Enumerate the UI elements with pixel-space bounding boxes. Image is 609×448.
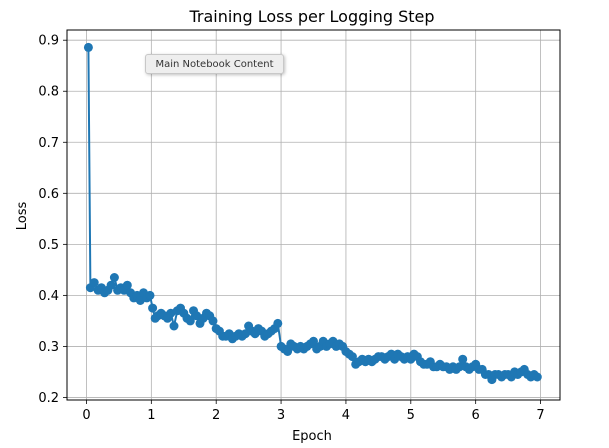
y-tick-label: 0.7 <box>38 136 59 151</box>
y-tick-label: 0.6 <box>38 187 59 202</box>
data-point <box>208 316 218 326</box>
x-tick-label: 1 <box>147 408 155 423</box>
notebook-tooltip: Main Notebook Content <box>145 54 284 74</box>
x-tick-label: 5 <box>407 408 415 423</box>
data-point <box>109 273 119 282</box>
y-tick-label: 0.3 <box>38 340 59 355</box>
data-point <box>458 354 468 364</box>
data-point <box>169 321 179 331</box>
series-group <box>83 42 542 385</box>
x-axis-label: Epoch <box>292 429 332 444</box>
data-point <box>148 303 158 313</box>
data-point <box>106 280 116 290</box>
y-tick-label: 0.5 <box>38 238 59 253</box>
y-tick-label: 0.2 <box>38 391 59 406</box>
y-tick-label: 0.9 <box>38 34 59 49</box>
data-point <box>145 290 155 300</box>
loss-line <box>87 47 538 381</box>
data-point <box>455 362 464 372</box>
x-tick-label: 2 <box>212 408 220 423</box>
data-point <box>347 352 357 362</box>
data-point <box>273 318 283 328</box>
axis-ticks: 0 1 2 3 4 5 6 7 0.2 0.3 0.4 0.5 0.6 0.7 0.8 0.9 <box>38 34 544 423</box>
y-tick-label: 0.4 <box>38 289 59 304</box>
data-point <box>89 278 99 288</box>
y-tick-label: 0.8 <box>38 85 59 100</box>
y-axis-label: Loss <box>15 202 30 231</box>
data-point <box>122 280 132 290</box>
data-point <box>532 372 542 382</box>
data-point <box>83 42 93 52</box>
x-tick-label: 7 <box>536 408 544 423</box>
x-tick-label: 6 <box>472 408 480 423</box>
x-tick-label: 4 <box>342 408 350 423</box>
chart-title: Training Loss per Logging Step <box>188 7 434 26</box>
x-tick-label: 0 <box>82 408 90 423</box>
x-tick-label: 3 <box>277 408 285 423</box>
plot-frame <box>66 29 561 401</box>
data-point <box>309 336 318 346</box>
data-point <box>283 347 293 356</box>
data-point <box>185 316 195 326</box>
